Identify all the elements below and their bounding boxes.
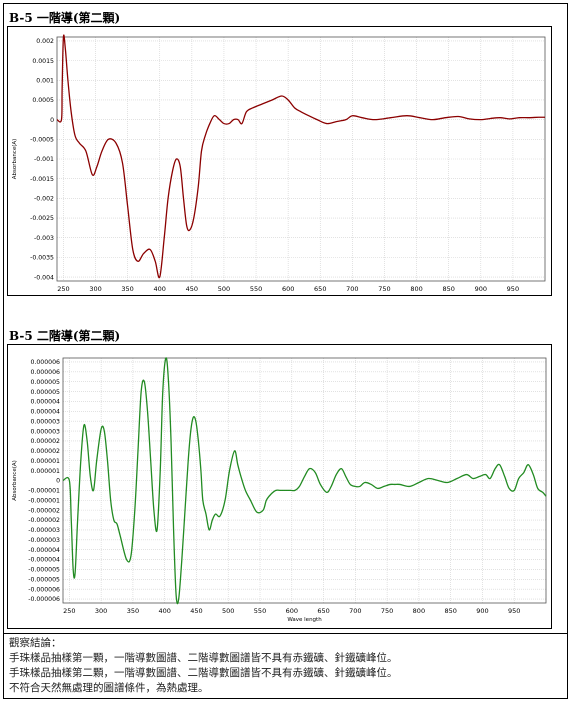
y-tick-label: 0.000001: [30, 468, 60, 475]
y-tick-label: 0.000003: [30, 418, 60, 425]
y-tick-label: -0.0025: [30, 215, 54, 222]
y-tick-label: -0.000004: [28, 547, 60, 554]
x-tick-label: 350: [127, 607, 139, 615]
x-tick-label: 400: [158, 607, 170, 615]
y-tick-label: 0.000004: [30, 399, 60, 406]
y-tick-label: 0.0015: [32, 58, 54, 65]
y-tick-label: -0.0035: [30, 255, 54, 262]
y-tick-label: -0.000005: [28, 567, 60, 574]
series-line: [62, 357, 547, 605]
y-tick-label: -0.000002: [28, 507, 60, 514]
y-tick-label: 0.000006: [30, 369, 60, 376]
x-tick-label: 800: [410, 285, 422, 293]
x-tick-label: 700: [346, 285, 358, 293]
y-tick-label: -0.0005: [30, 137, 54, 144]
x-tick-label: 350: [121, 285, 133, 293]
x-tick-label: 900: [476, 607, 488, 615]
y-tick-label: -0.000006: [28, 586, 60, 593]
y-tick-label: -0.000001: [28, 488, 60, 495]
x-tick-label: 950: [508, 607, 520, 615]
y-tick-label: 0.000006: [30, 359, 60, 366]
x-tick-label: 250: [63, 607, 75, 615]
y-tick-label: 0.001: [36, 77, 54, 84]
y-tick-label: 0.000005: [30, 389, 60, 396]
report-frame: [3, 3, 568, 699]
x-tick-label: 750: [378, 285, 390, 293]
x-tick-label: 700: [349, 607, 361, 615]
x-tick-label: 450: [186, 285, 198, 293]
x-tick-label: 900: [475, 285, 487, 293]
chart-1-panel: 250 300 350 400 450 500 550 600 650 700 750 800 850 9…: [7, 26, 552, 301]
y-tick-label: -0.000003: [28, 537, 60, 544]
x-tick-label: 400: [154, 285, 166, 293]
x-tick-label: 600: [282, 285, 294, 293]
y-tick-label: 0.000002: [30, 438, 60, 445]
x-tick-label: 550: [250, 285, 262, 293]
y-tick-label: 0.000004: [30, 409, 60, 416]
x-tick-label: 550: [254, 607, 266, 615]
y-tick-label: -0.000004: [28, 557, 60, 564]
y-axis-label: Absorbance(A): [12, 460, 18, 501]
x-tick-label: 950: [507, 285, 519, 293]
x-tick-label: 600: [286, 607, 298, 615]
x-tick-label: 850: [444, 607, 456, 615]
second-derivative-chart: 250 300 350 400 450 500 550 600 650 700 750 800 850 9…: [12, 357, 547, 623]
y-tick-label: 0.0005: [32, 97, 54, 104]
y-tick-label: -0.0015: [30, 176, 54, 183]
y-tick-label: -0.002: [34, 196, 54, 203]
conclusion-line-3: 不符合天然無處理的圖譜條件，為熱處理。: [9, 682, 209, 694]
y-tick-label: 0: [50, 117, 54, 124]
x-tick-label: 300: [95, 607, 107, 615]
x-tick-label: 250: [57, 285, 69, 293]
chart-1-title: B-5 一階導(第二顆): [9, 11, 121, 25]
y-tick-label: 0.000001: [30, 458, 60, 465]
y-tick-label: 0.000005: [30, 379, 60, 386]
first-derivative-chart: 250 300 350 400 450 500 550 600 650 700 750 800 850 9…: [12, 34, 546, 301]
y-tick-label: -0.000003: [28, 527, 60, 534]
x-tick-label: 800: [413, 607, 425, 615]
conclusion-line-1: 手珠樣品抽樣第一顆，一階導數圖譜、二階導數圖譜皆不具有赤鐵礦、針鐵礦峰位。: [9, 652, 398, 664]
y-tick-label: -0.000005: [28, 576, 60, 583]
x-tick-label: 450: [190, 607, 202, 615]
y-tick-label: 0.002: [36, 38, 54, 45]
conclusion-line-2: 手珠樣品抽樣第二顆，一階導數圖譜、二階導數圖譜皆不具有赤鐵礦、針鐵礦峰位。: [9, 667, 398, 679]
y-tick-label: -0.000001: [28, 497, 60, 504]
y-tick-label: 0.000003: [30, 428, 60, 435]
y-tick-label: -0.000006: [28, 596, 60, 603]
chart-2-title: B-5 二階導(第二顆): [9, 329, 121, 343]
y-axis-label: Absorbance(A): [12, 139, 18, 180]
y-tick-label: -0.000002: [28, 517, 60, 524]
x-axis-label: Wave length: [287, 617, 322, 623]
chart-2-panel: 250 300 350 400 450 500 550 600 650 700 750 800 850 9…: [7, 344, 552, 629]
conclusion-panel: 觀察結論： 手珠樣品抽樣第一顆，一階導數圖譜、二階導數圖譜皆不具有赤鐵礦、針鐵礦…: [3, 633, 568, 699]
y-tick-label: 0: [56, 478, 60, 485]
x-tick-label: 650: [314, 285, 326, 293]
y-tick-label: -0.001: [34, 156, 54, 163]
y-tick-label: -0.003: [34, 235, 54, 242]
x-tick-label: 500: [218, 285, 230, 293]
x-tick-label: 750: [381, 607, 393, 615]
y-tick-label: -0.004: [34, 274, 54, 281]
x-tick-label: 500: [222, 607, 234, 615]
x-tick-label: 300: [89, 285, 101, 293]
x-tick-label: 850: [442, 285, 454, 293]
conclusion-heading: 觀察結論：: [9, 637, 62, 649]
y-tick-label: 0.000002: [30, 448, 60, 455]
x-tick-label: 650: [317, 607, 329, 615]
plot-area: [56, 36, 546, 282]
series-line: [56, 34, 546, 279]
